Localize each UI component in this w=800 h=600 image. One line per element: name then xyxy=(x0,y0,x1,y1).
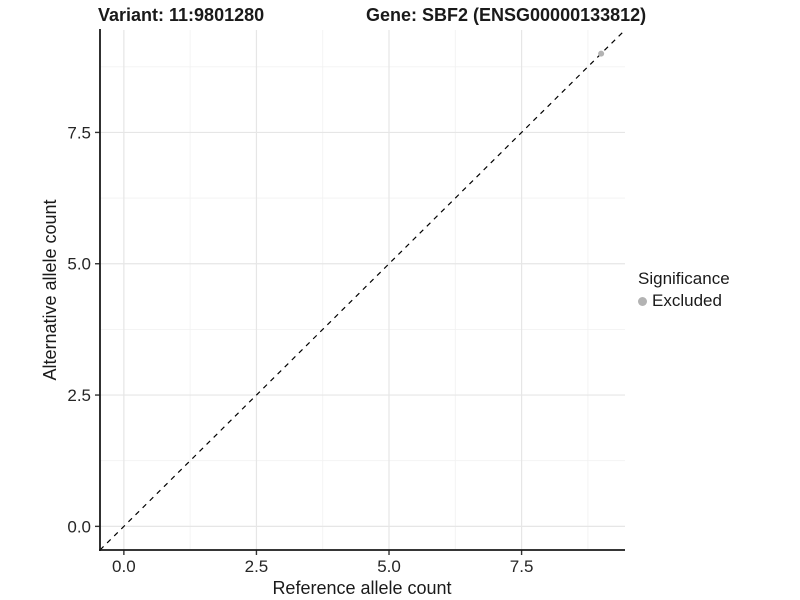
y-tick-label: 2.5 xyxy=(67,386,91,405)
data-point xyxy=(598,50,605,57)
x-tick-label: 5.0 xyxy=(377,557,401,576)
x-tick-label: 0.0 xyxy=(112,557,136,576)
y-tick-label: 0.0 xyxy=(67,517,91,536)
x-tick-label: 7.5 xyxy=(510,557,534,576)
legend-point-icon xyxy=(638,296,647,306)
x-tick-label: 2.5 xyxy=(245,557,269,576)
legend-entry-label: Excluded xyxy=(652,291,722,310)
x-axis-title: Reference allele count xyxy=(272,578,451,598)
legend-entry-excluded: Excluded xyxy=(638,291,730,311)
plot-title-variant: Variant: 11:9801280 xyxy=(98,5,264,25)
legend-title: Significance xyxy=(638,269,730,288)
data-layer xyxy=(99,29,626,551)
y-tick-label: 7.5 xyxy=(67,123,91,142)
grid-major-layer xyxy=(100,30,625,550)
legend: Significance Excluded xyxy=(638,269,730,311)
y-axis-title: Alternative allele count xyxy=(40,199,60,380)
plot-title-gene: Gene: SBF2 (ENSG00000133812) xyxy=(366,5,646,25)
identity-line xyxy=(99,29,626,551)
y-tick-label: 5.0 xyxy=(67,255,91,274)
tick-label-layer: 0.0 2.5 5.0 7.5 0.0 2.5 5.0 7.5 xyxy=(67,123,533,576)
grid-minor-layer xyxy=(100,30,625,550)
